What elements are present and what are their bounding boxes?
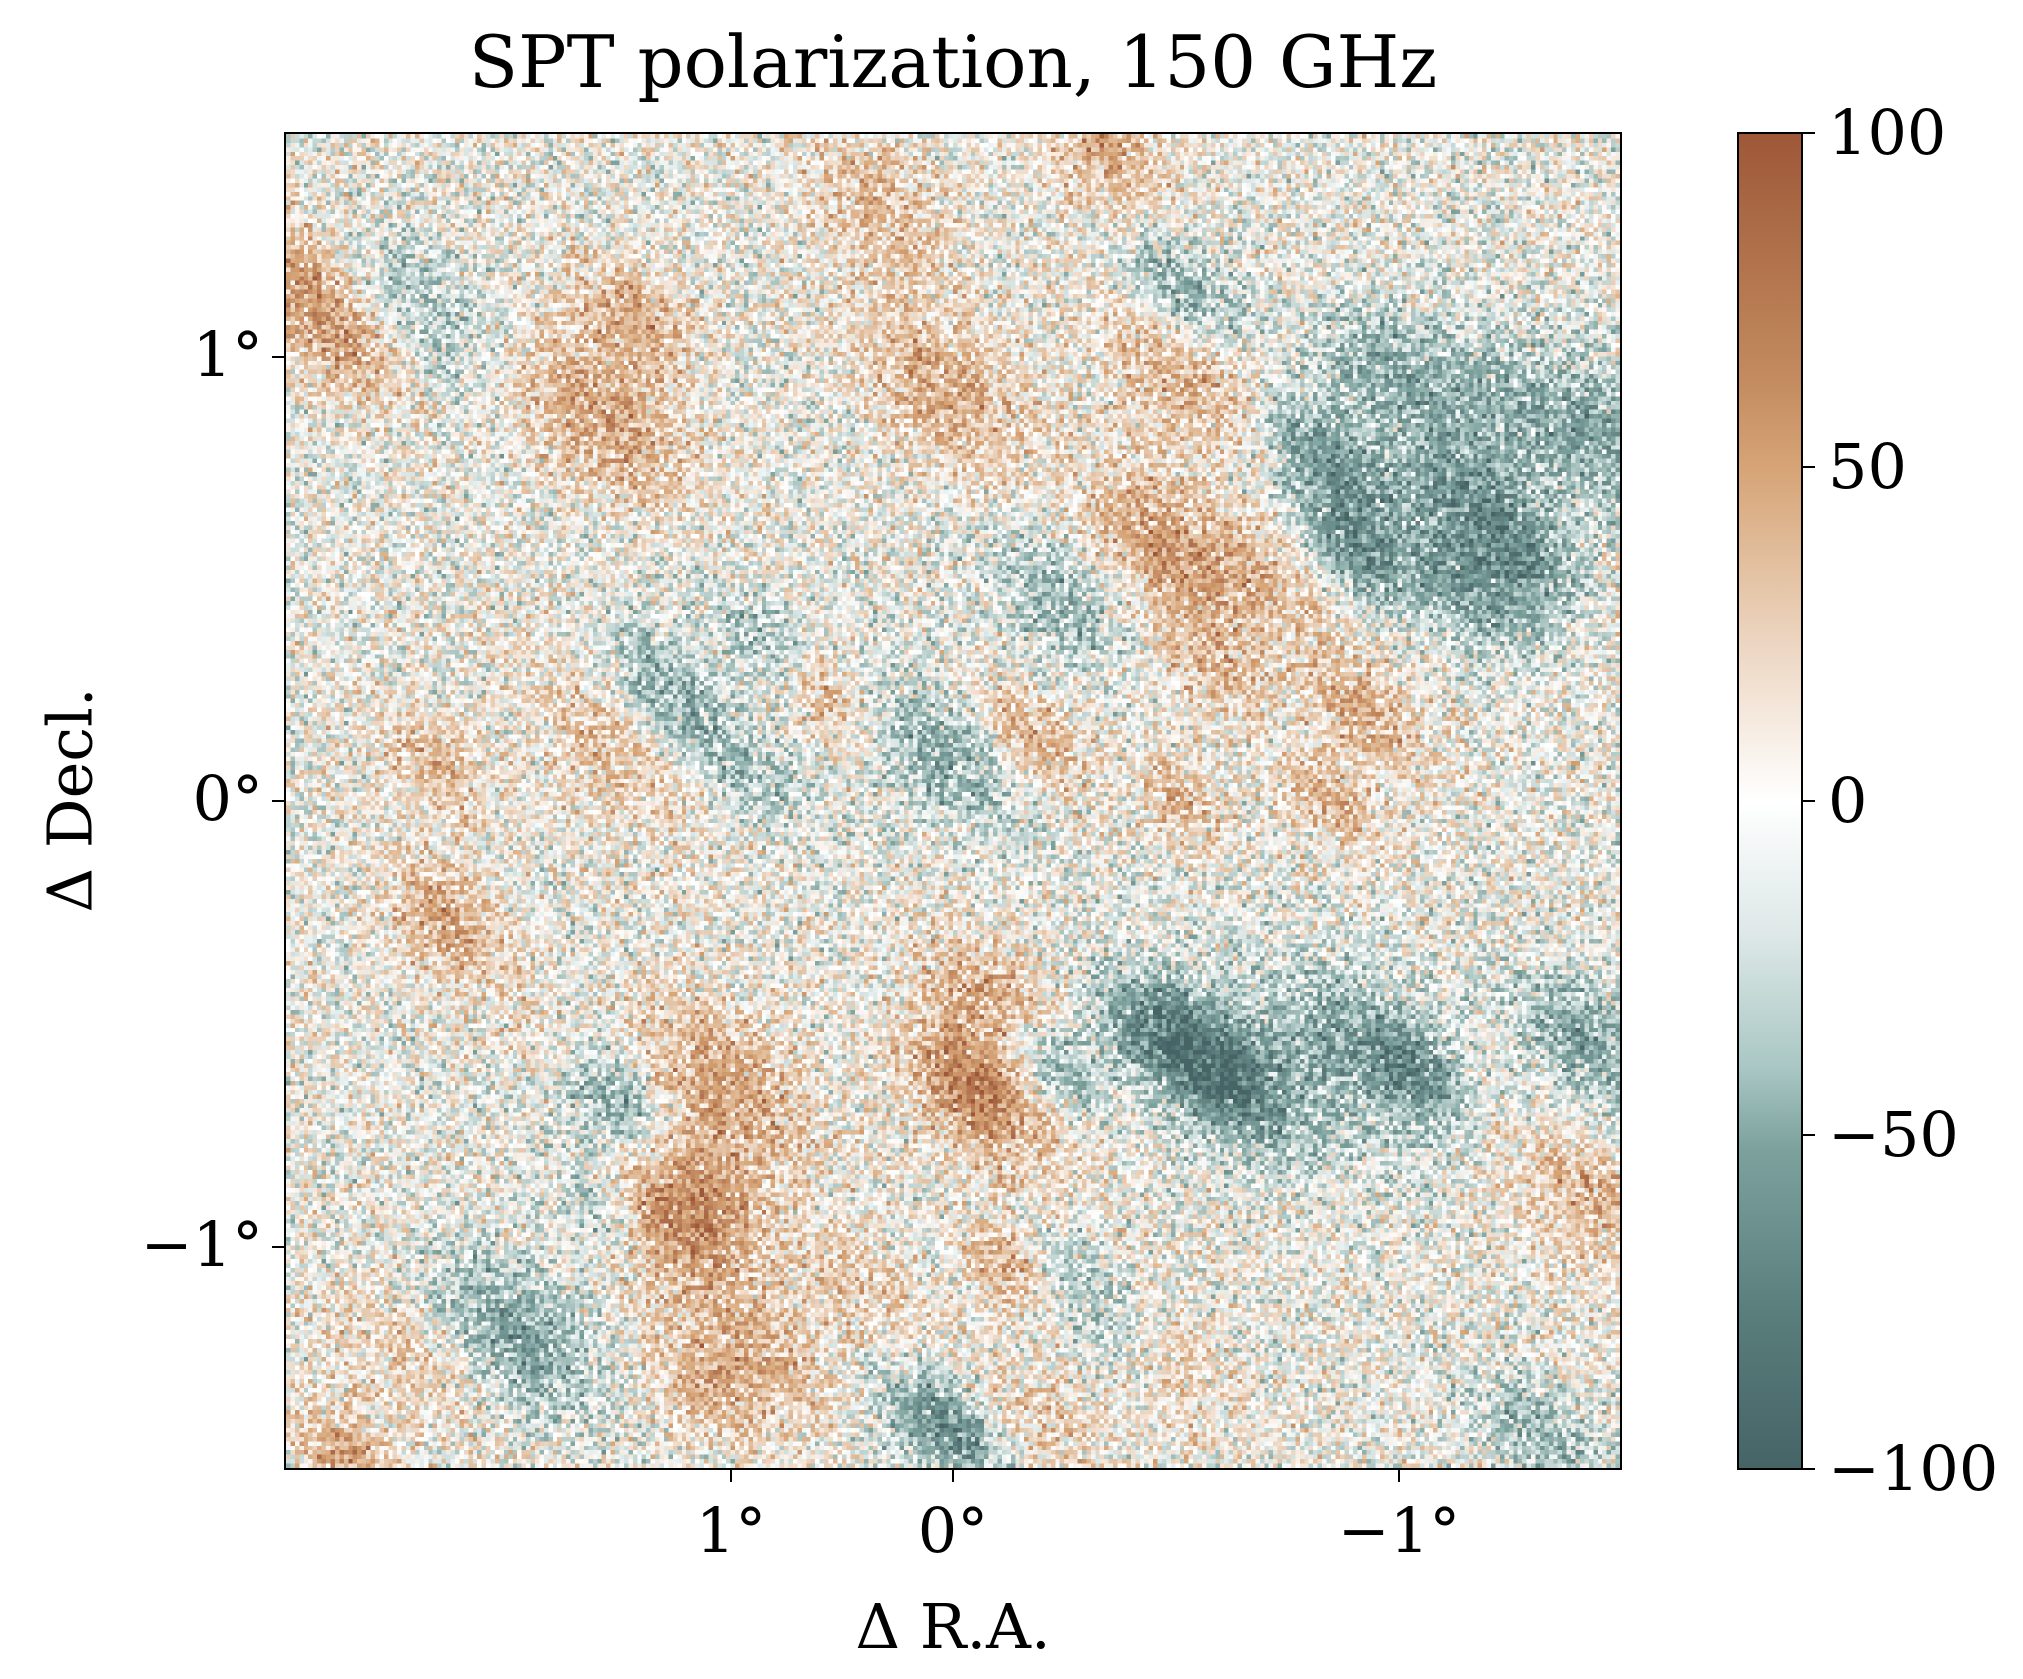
y-tick-label: 0° — [192, 762, 263, 835]
x-tick-label: 0° — [917, 1494, 989, 1567]
colorbar-tick-label: −100 — [1828, 1432, 1999, 1505]
colorbar-tick-label: 0 — [1828, 764, 1868, 837]
y-tick-mark — [272, 1246, 284, 1248]
colorbar-tick-mark — [1803, 1134, 1815, 1136]
x-tick-label: 1° — [695, 1494, 767, 1567]
x-tick-mark — [730, 1470, 732, 1482]
y-tick-mark — [272, 356, 284, 358]
y-tick-label: 1° — [192, 318, 263, 391]
colorbar-tick-mark — [1803, 800, 1815, 802]
colorbar-tick-label: 50 — [1828, 430, 1907, 503]
chart-title: SPT polarization, 150 GHz — [468, 20, 1438, 104]
colorbar-tick-label: −50 — [1828, 1098, 1959, 1171]
colorbar-tick-mark — [1803, 1468, 1815, 1470]
x-tick-mark — [1398, 1470, 1400, 1482]
colorbar — [1737, 132, 1803, 1470]
y-tick-mark — [272, 800, 284, 802]
polarization-map — [284, 132, 1622, 1470]
y-tick-label: −1° — [140, 1208, 263, 1281]
y-axis-label: Δ Decl. — [33, 687, 107, 913]
x-tick-mark — [952, 1470, 954, 1482]
colorbar-tick-mark — [1803, 132, 1815, 134]
x-tick-label: −1° — [1337, 1494, 1461, 1567]
colorbar-tick-label: 100 — [1828, 96, 1947, 169]
x-axis-label: Δ R.A. — [855, 1590, 1051, 1663]
colorbar-tick-mark — [1803, 466, 1815, 468]
